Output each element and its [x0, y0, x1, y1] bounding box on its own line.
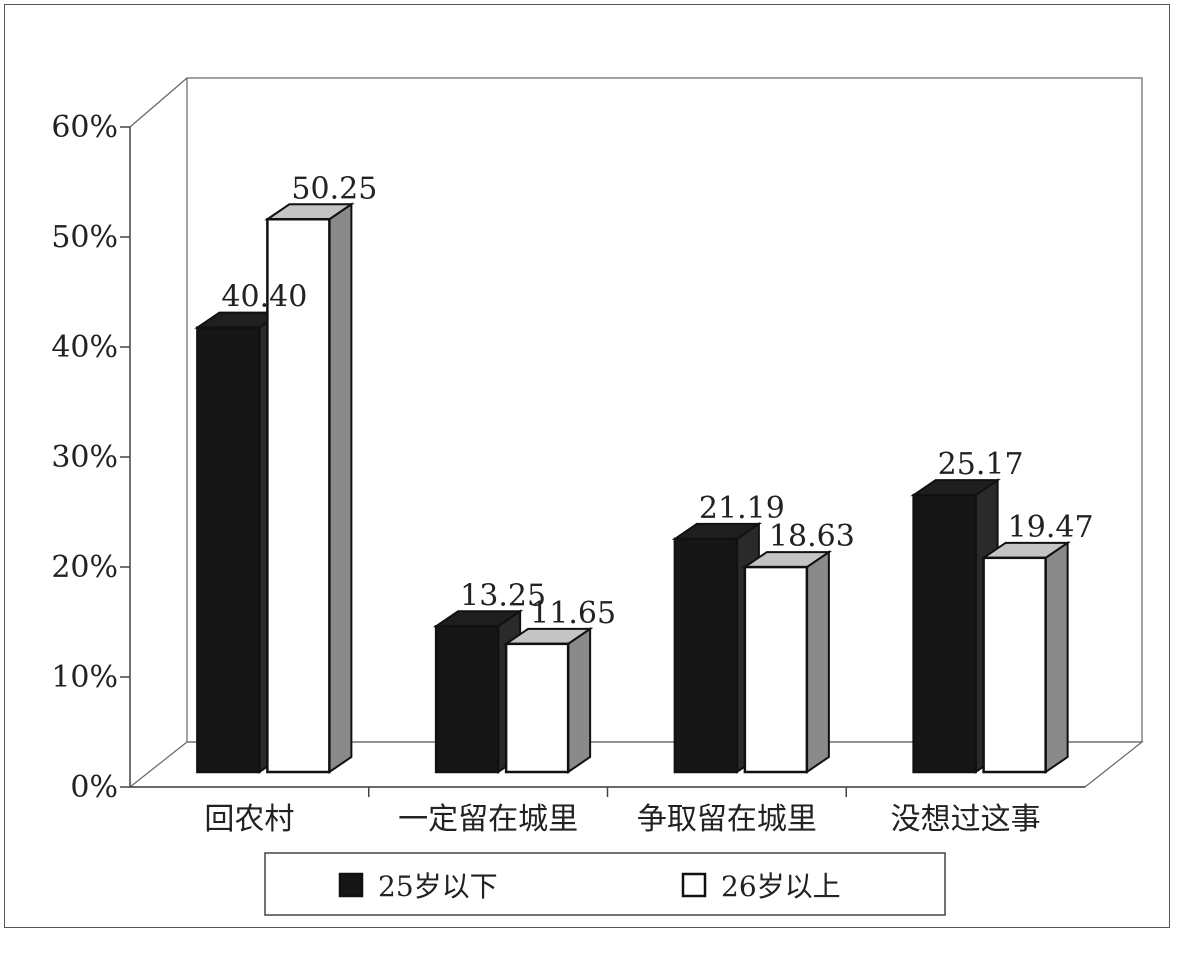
bar [266, 218, 331, 774]
data-label: 50.25 [291, 171, 377, 206]
bar-side [567, 626, 592, 774]
bar-side [328, 202, 353, 774]
y-tick-label: 0% [70, 770, 118, 805]
y-tick-label: 30% [51, 440, 118, 475]
left-wall-top-edge [129, 77, 188, 128]
legend-swatch [338, 872, 364, 898]
legend-label: 26岁以上 [721, 870, 841, 903]
bars-layer [194, 202, 1071, 774]
bar [912, 493, 977, 774]
x-category-label: 一定留在城里 [398, 802, 578, 837]
y-tick-label: 20% [51, 550, 118, 585]
bar [982, 556, 1047, 774]
bar-side [1044, 540, 1069, 774]
legend: 25岁以下 26岁以上 [264, 852, 946, 916]
bar [743, 565, 809, 774]
data-label: 18.63 [769, 519, 855, 554]
bar-side [805, 550, 830, 774]
x-category-label: 争取留在城里 [637, 802, 817, 837]
legend-label: 25岁以下 [378, 870, 498, 903]
data-label: 13.25 [460, 578, 546, 613]
legend-box [264, 852, 946, 916]
data-label: 19.47 [1008, 510, 1094, 545]
x-category-label: 回农村 [204, 802, 294, 837]
bar [673, 537, 739, 774]
y-tick-label: 50% [51, 220, 118, 255]
y-tick-label: 40% [51, 330, 118, 365]
y-tick-label: 10% [51, 660, 118, 695]
bar [434, 625, 500, 774]
data-label: 21.19 [699, 491, 785, 526]
data-label: 25.17 [938, 447, 1024, 482]
y-tick-label: 60% [51, 110, 118, 145]
data-label: 40.40 [221, 280, 307, 315]
bar [196, 326, 261, 774]
data-label: 11.65 [530, 596, 616, 631]
x-category-label: 没想过这事 [891, 802, 1041, 837]
bar [504, 642, 570, 774]
legend-swatch [681, 872, 707, 898]
axis-layer: 0% 10% 20% 30% 40% 50% 60% 回农村 一定留在城里 争取留在城里 没想过这事 [51, 110, 1085, 837]
